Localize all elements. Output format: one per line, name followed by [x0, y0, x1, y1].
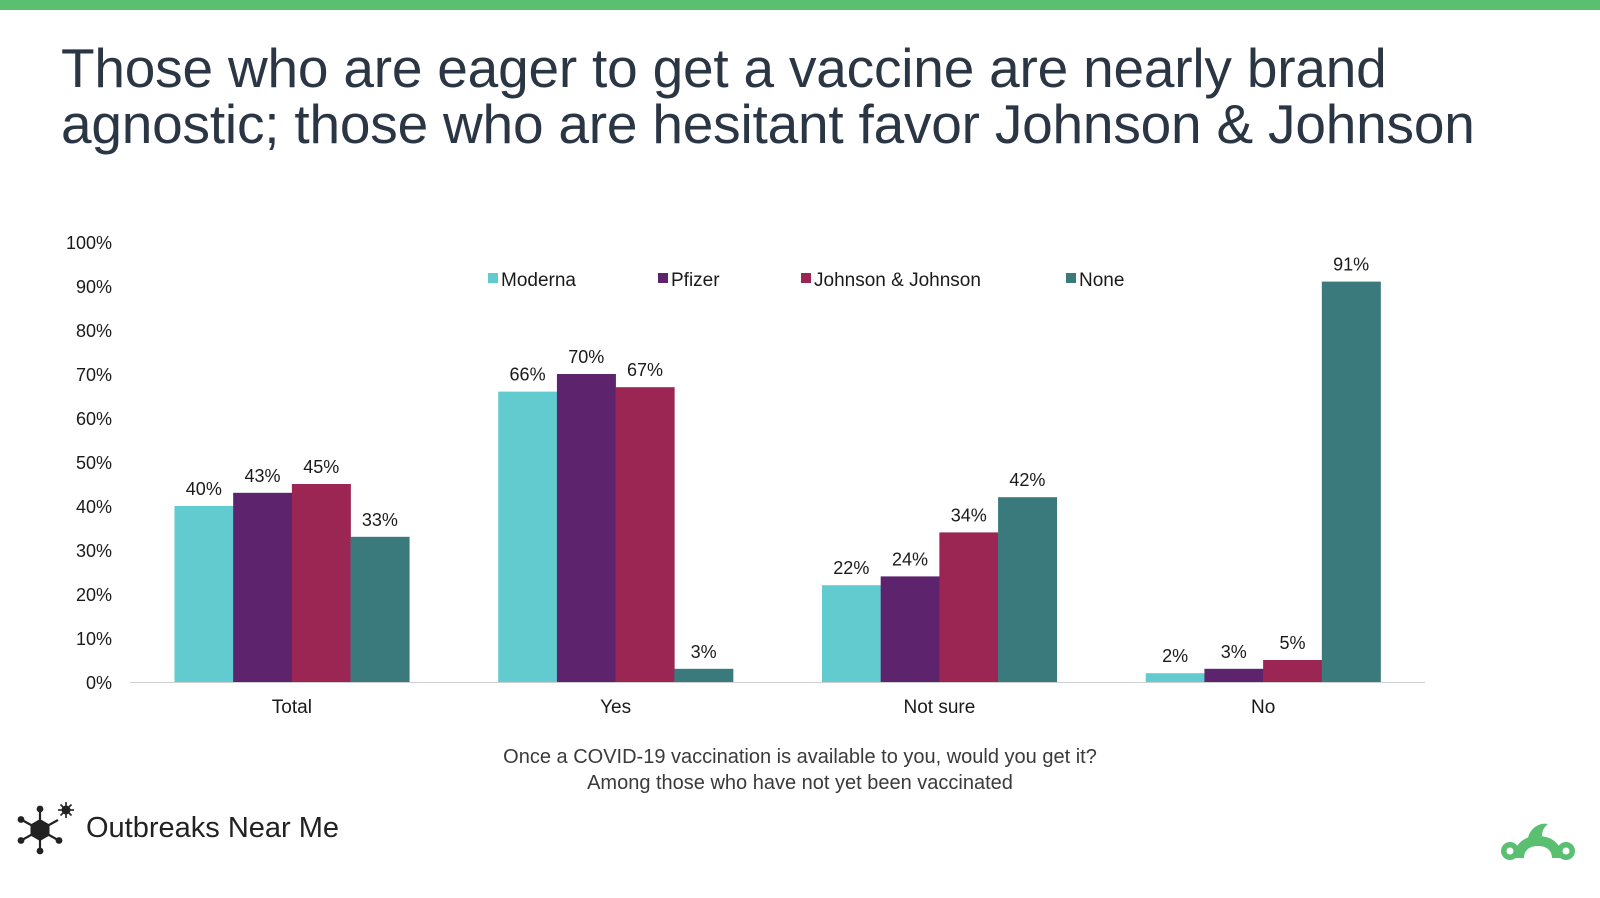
legend-label-johnson-and-johnson: Johnson & Johnson	[814, 270, 981, 291]
bar-moderna-yes	[498, 391, 558, 682]
top-accent-bar	[0, 0, 1600, 10]
y-tick-label: 60%	[76, 409, 112, 429]
bar-label: 22%	[833, 558, 869, 578]
chart-caption: Once a COVID-19 vaccination is available…	[380, 744, 1220, 796]
title-line-2: agnostic; those who are hesitant favor J…	[61, 93, 1475, 155]
y-tick-label: 20%	[76, 585, 112, 605]
x-tick-label-total: Total	[272, 697, 312, 718]
bar-none-no	[1321, 281, 1381, 682]
y-tick-label: 30%	[76, 541, 112, 561]
bar-label: 66%	[510, 365, 546, 385]
bar-johnson-and-johnson-no	[1263, 660, 1323, 682]
legend-label-moderna: Moderna	[501, 270, 576, 291]
bar-label: 5%	[1279, 633, 1305, 653]
caption-subtitle: Among those who have not yet been vaccin…	[587, 772, 1013, 794]
y-tick-label: 40%	[76, 497, 112, 517]
bar-label: 34%	[951, 505, 987, 525]
bar-label: 3%	[1221, 642, 1247, 662]
legend-swatch-none	[1066, 273, 1076, 283]
virus-icon	[17, 802, 74, 855]
x-tick-label-yes: Yes	[600, 697, 631, 718]
bar-moderna-not-sure	[821, 585, 881, 682]
y-tick-label: 80%	[76, 321, 112, 341]
y-tick-label: 50%	[76, 453, 112, 473]
bar-label: 67%	[627, 360, 663, 380]
bar-none-not-sure	[998, 497, 1058, 682]
bar-label: 45%	[303, 457, 339, 477]
bar-label: 24%	[892, 549, 928, 569]
legend-label-none: None	[1079, 270, 1124, 291]
bar-pfizer-yes	[556, 374, 616, 682]
bar-johnson-and-johnson-total	[291, 484, 351, 682]
brand-name: Outbreaks Near Me	[86, 811, 340, 844]
bar-moderna-no	[1145, 673, 1205, 682]
bar-label: 2%	[1162, 646, 1188, 666]
bar-moderna-total	[174, 506, 234, 682]
title-line-1: Those who are eager to get a vaccine are…	[61, 37, 1387, 99]
legend-swatch-johnson-and-johnson	[801, 273, 811, 283]
bar-label: 91%	[1333, 255, 1369, 275]
y-tick-label: 70%	[76, 365, 112, 385]
x-tick-label-not-sure: Not sure	[903, 697, 975, 718]
bar-label: 33%	[362, 510, 398, 530]
bar-pfizer-no	[1204, 668, 1264, 682]
page-title: Those who are eager to get a vaccine are…	[61, 40, 1561, 152]
bar-pfizer-not-sure	[880, 576, 940, 682]
legend-swatch-moderna	[488, 273, 498, 283]
legend-swatch-pfizer	[658, 273, 668, 283]
surveymonkey-logo-icon	[1501, 823, 1575, 860]
caption-question: Once a COVID-19 vaccination is available…	[503, 746, 1097, 768]
bar-johnson-and-johnson-yes	[615, 387, 675, 682]
bar-label: 3%	[691, 642, 717, 662]
y-tick-label: 100%	[66, 233, 112, 253]
brand: Outbreaks Near Me	[16, 800, 339, 856]
bar-label: 40%	[186, 479, 222, 499]
bar-label: 43%	[245, 466, 281, 486]
legend-label-pfizer: Pfizer	[671, 270, 720, 291]
bar-none-total	[350, 536, 410, 682]
bar-none-yes	[674, 668, 734, 682]
bar-label: 42%	[1009, 470, 1045, 490]
bar-pfizer-total	[233, 492, 293, 682]
y-tick-label: 10%	[76, 629, 112, 649]
bar-johnson-and-johnson-not-sure	[939, 532, 999, 682]
x-tick-label-no: No	[1251, 697, 1275, 718]
y-tick-label: 0%	[86, 673, 112, 693]
bar-label: 70%	[568, 347, 604, 367]
y-tick-label: 90%	[76, 277, 112, 297]
